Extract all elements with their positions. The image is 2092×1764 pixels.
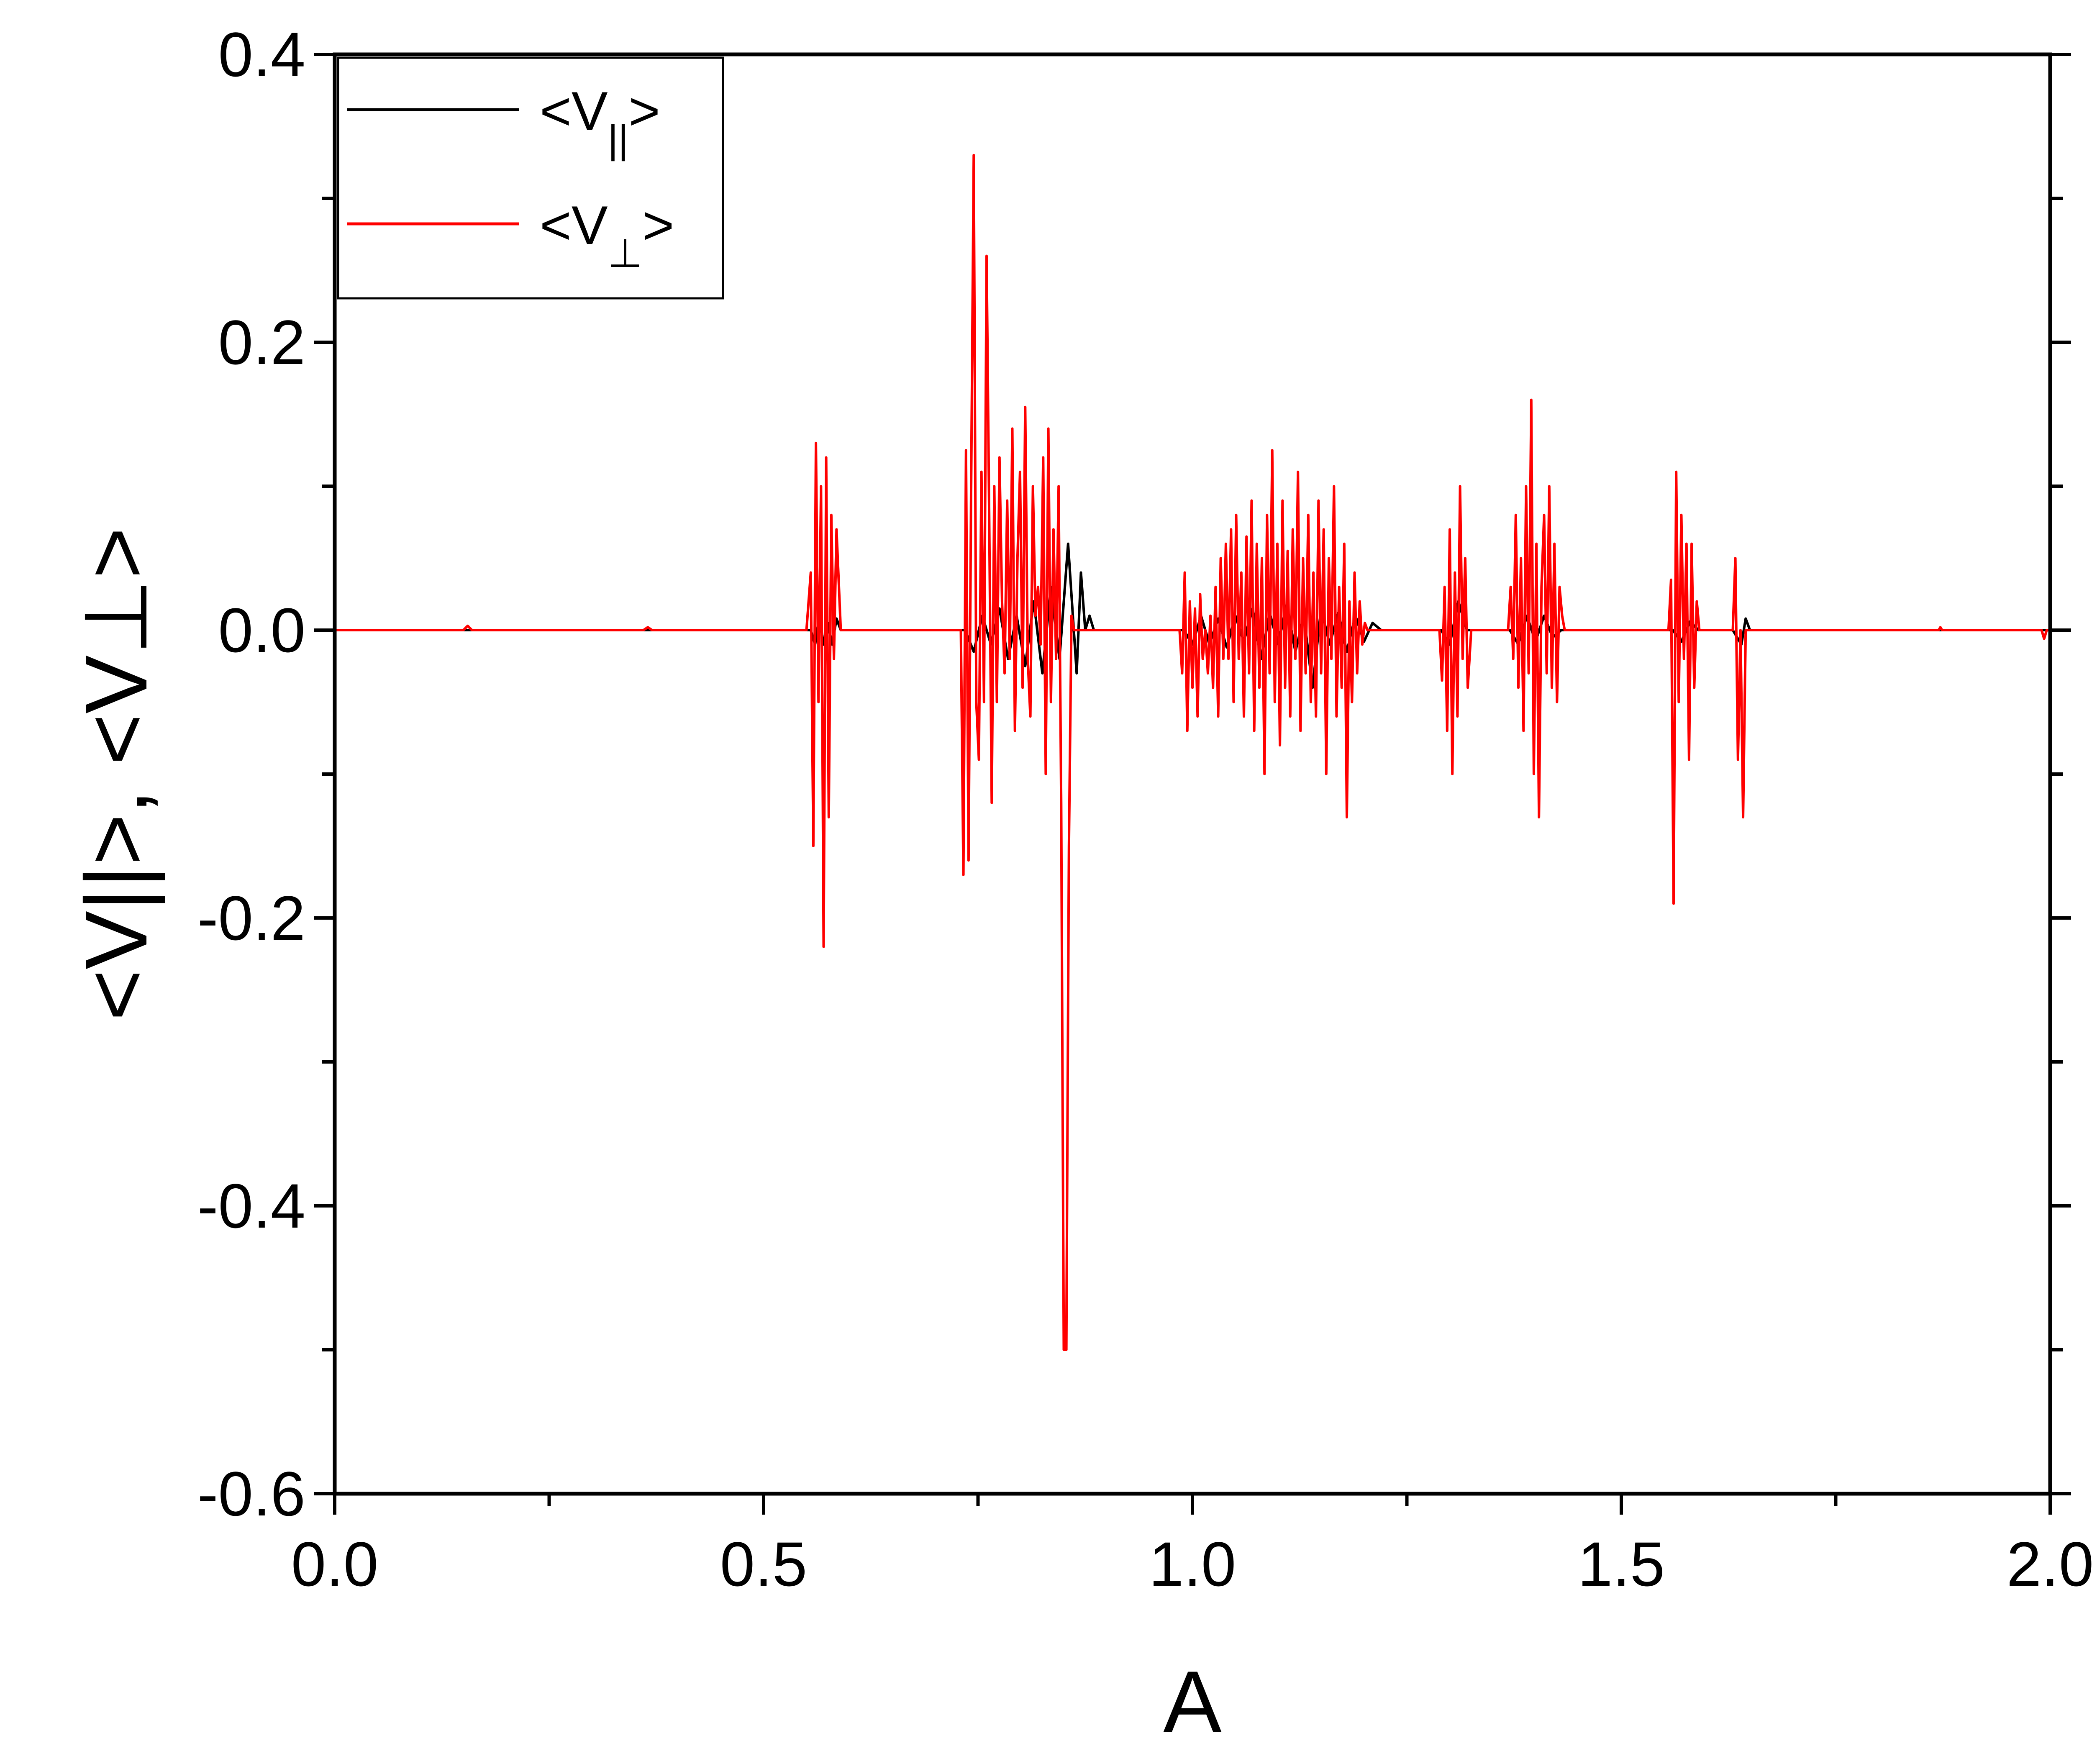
legend-label-perp: <V⊥> [540, 195, 674, 276]
legend-sub-parallel: || [608, 117, 628, 162]
legend: <V||> <V⊥> [337, 56, 724, 300]
series-layer [335, 154, 2050, 1351]
legend-gt-perp: > [642, 195, 674, 256]
x-tick-label: 0.5 [720, 1529, 808, 1599]
labels-layer: 0.0 0.5 1.0 1.5 2.0 0.4 0.2 0.0 -0.2 -0.4 -0.6 [197, 19, 2092, 1599]
y-tick-label: 0.0 [218, 595, 305, 665]
y-axis-label: <V||>, <V⊥> [67, 527, 165, 1020]
legend-lt-perp: <V [540, 195, 608, 256]
ticks-layer [314, 53, 2071, 1515]
series-v-perpendicular [335, 154, 2050, 1351]
x-tick-label: 1.0 [1149, 1529, 1236, 1599]
legend-gt-parallel: > [628, 80, 660, 141]
y-tick-label: -0.4 [197, 1171, 305, 1241]
y-tick-label: -0.2 [197, 883, 305, 953]
legend-box [337, 56, 724, 300]
x-tick-label: 0.0 [291, 1529, 379, 1599]
x-tick-label: 1.5 [1578, 1529, 1665, 1599]
legend-lt-parallel: <V [540, 80, 608, 141]
x-tick-label: 2.0 [2007, 1529, 2092, 1599]
y-tick-label: -0.6 [197, 1459, 305, 1529]
legend-sub-perp: ⊥ [608, 231, 643, 276]
y-tick-label: 0.2 [218, 307, 305, 377]
y-tick-label: 0.4 [218, 19, 305, 90]
legend-label-parallel: <V||> [540, 80, 660, 162]
x-axis-label: A [1163, 1653, 1222, 1751]
